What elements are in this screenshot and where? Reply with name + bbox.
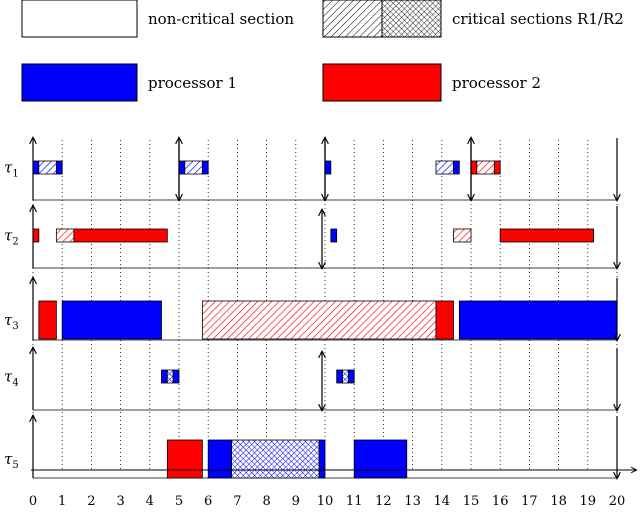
execution-segment <box>178 160 186 175</box>
tick-label: 6 <box>204 494 212 509</box>
tick-label: 18 <box>550 494 567 509</box>
time-axis: 0 1 2 3 4 5 6 7 8 9 10 11 12 13 14 15 16 17 18 19 20 <box>29 470 636 509</box>
legend-label-critical: critical sections R1/R2 <box>452 10 624 28</box>
execution-segment <box>55 228 75 243</box>
tick-label: 16 <box>492 494 509 509</box>
execution-segment <box>453 160 460 175</box>
tick-label: 9 <box>292 494 300 509</box>
execution-segment <box>231 439 320 479</box>
tick-label: 11 <box>346 494 363 509</box>
legend-label-processor-2: processor 2 <box>452 74 541 92</box>
legend-swatch-processor-1 <box>21 63 138 102</box>
execution-segment <box>342 369 349 384</box>
tick-label: 3 <box>116 494 124 509</box>
tick-label: 7 <box>233 494 241 509</box>
tick-label: 10 <box>317 494 334 509</box>
execution-segment <box>493 160 501 175</box>
task-label: τ4 <box>4 368 19 389</box>
task-label-subscript: 2 <box>12 237 18 248</box>
execution-segment <box>161 369 168 384</box>
execution-segment <box>336 369 343 384</box>
execution-segment <box>32 228 40 243</box>
execution-segment <box>172 369 180 384</box>
tick-label: 15 <box>463 494 480 509</box>
legend-label-processor-1: processor 1 <box>148 74 237 92</box>
tick-label: 1 <box>58 494 66 509</box>
tick-label: 5 <box>175 494 183 509</box>
execution-segment <box>324 160 332 175</box>
execution-segment <box>458 300 618 340</box>
task-label: τ2 <box>4 227 19 248</box>
task-label-subscript: 4 <box>12 378 18 389</box>
execution-segment <box>184 160 203 175</box>
execution-segment <box>318 439 326 479</box>
task-row: τ3 <box>4 278 617 340</box>
tick-label: 13 <box>404 494 421 509</box>
task-label-subscript: 1 <box>12 169 18 180</box>
execution-segment <box>166 369 174 384</box>
execution-segment <box>38 300 57 340</box>
task-row: τ4 <box>4 348 617 410</box>
execution-segment <box>201 160 209 175</box>
execution-segment <box>330 228 338 243</box>
execution-segment <box>347 369 355 384</box>
tick-label: 17 <box>521 494 538 509</box>
task-label: τ3 <box>4 311 19 332</box>
tick-label: 8 <box>262 494 270 509</box>
legend-swatch-non-critical <box>21 0 138 38</box>
execution-segment <box>55 160 63 175</box>
legend-swatch-critical-r2 <box>381 0 442 38</box>
task-label: τ5 <box>4 450 19 471</box>
execution-segment <box>435 300 454 340</box>
execution-segment <box>201 300 437 340</box>
task-label-subscript: 5 <box>12 460 18 471</box>
legend-label-non-critical: non-critical section <box>148 10 294 28</box>
tick-label: 14 <box>434 494 451 509</box>
tick-label: 4 <box>146 494 154 509</box>
execution-segment <box>499 228 595 243</box>
tick-label: 19 <box>580 494 597 509</box>
execution-segment <box>470 160 478 175</box>
execution-segment <box>166 439 203 479</box>
tick-label: 0 <box>29 494 37 509</box>
task-rows: τ1 τ2 τ3 τ4 τ5 <box>4 138 617 478</box>
execution-segment <box>207 439 232 479</box>
legend: non-critical section critical sections R… <box>21 0 624 102</box>
task-label-subscript: 3 <box>12 321 18 332</box>
execution-segment <box>435 160 454 175</box>
task-label: τ1 <box>4 159 19 180</box>
task-row: τ2 <box>4 206 617 268</box>
task-row: τ5 <box>4 416 617 478</box>
tick-label: 12 <box>375 494 392 509</box>
legend-swatch-processor-2 <box>322 63 442 102</box>
execution-segment <box>476 160 495 175</box>
tick-label: 2 <box>87 494 95 509</box>
execution-segment <box>61 300 162 340</box>
execution-segment <box>353 439 408 479</box>
execution-segment <box>453 228 472 243</box>
execution-segment <box>73 228 168 243</box>
execution-segment <box>32 160 40 175</box>
task-row: τ1 <box>4 138 617 200</box>
legend-swatch-critical-r1 <box>322 0 383 38</box>
execution-segment <box>38 160 57 175</box>
tick-label: 20 <box>609 494 626 509</box>
